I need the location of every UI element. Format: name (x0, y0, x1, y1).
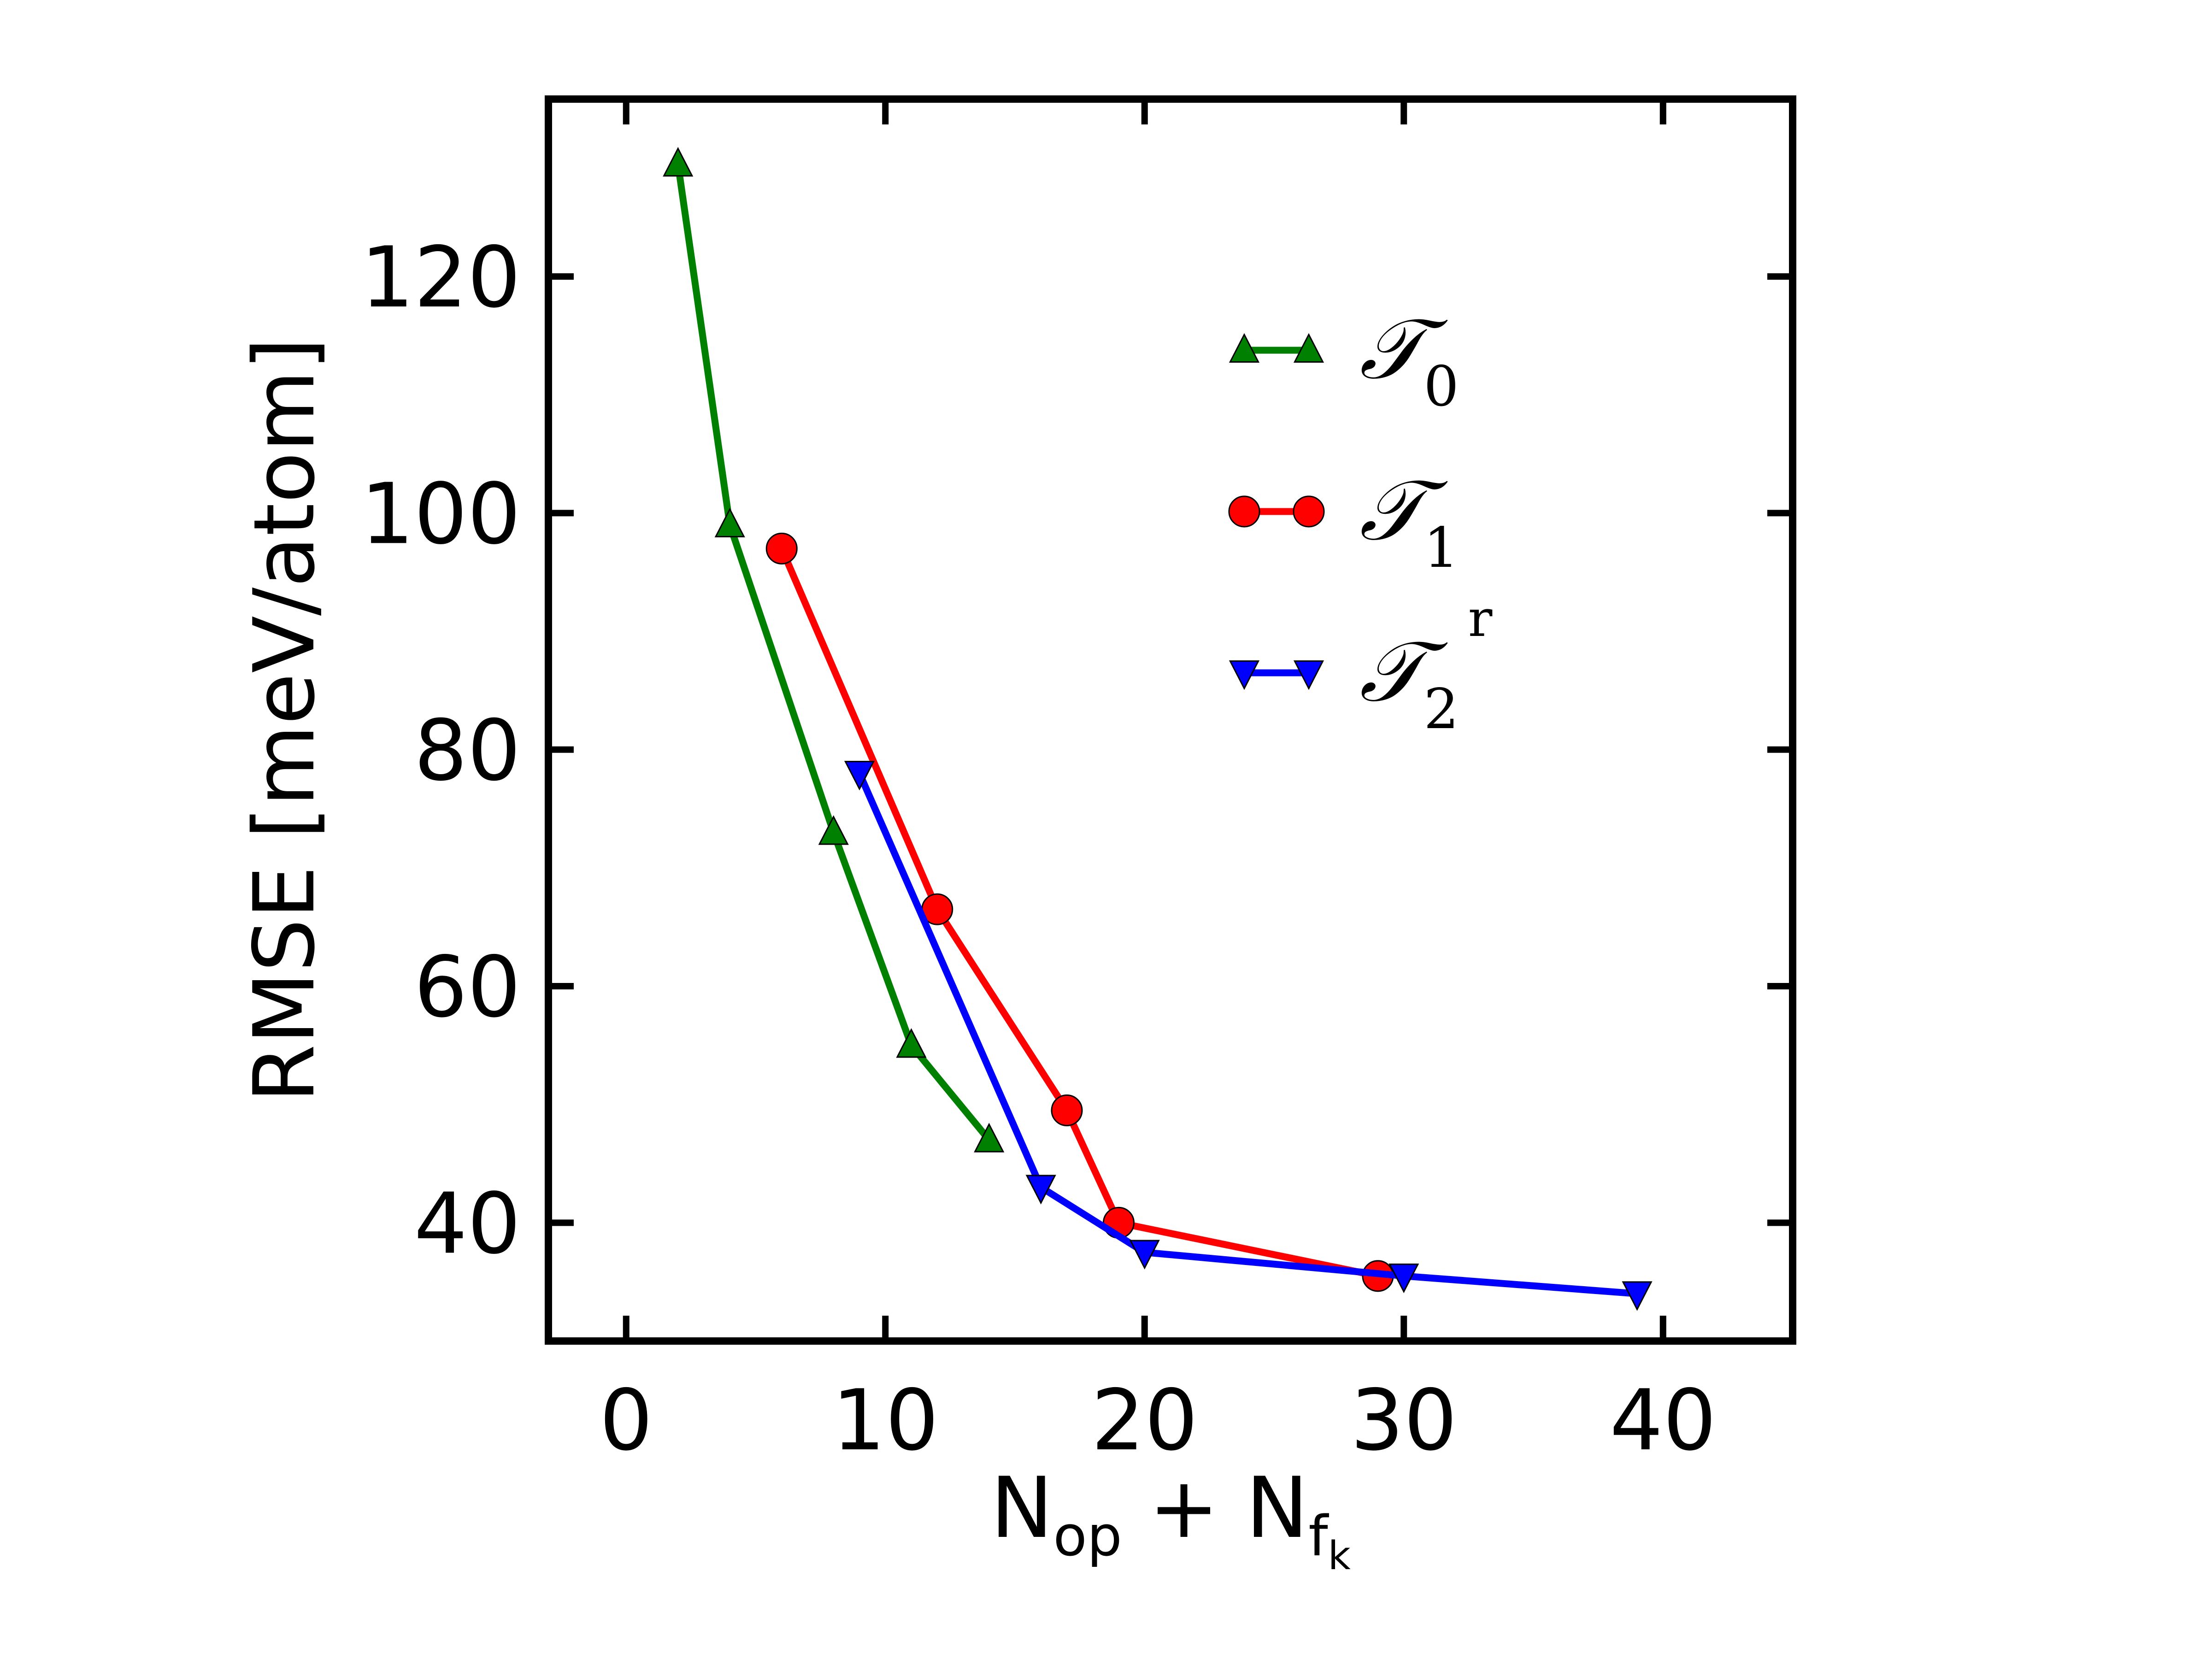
legend-marker-right-t1 (1293, 495, 1325, 528)
y-tick-label: 80 (414, 702, 521, 800)
legend-marker-left-t2r (1229, 660, 1260, 690)
legend-marker-left-t1 (1228, 495, 1260, 528)
plot-marks (663, 147, 1653, 1311)
y-tick-label: 120 (361, 229, 521, 326)
x-label-sub-f: f (1308, 1505, 1329, 1569)
y-tick-label: 100 (361, 465, 521, 563)
data-point-t2r-2 (1129, 1240, 1160, 1270)
legend-subscript: 0 (1424, 355, 1459, 419)
data-point-t0-3 (896, 1028, 927, 1058)
legend-label-t2r: 𝒯2r (1359, 589, 1493, 741)
legend-subscript: 2 (1424, 677, 1459, 741)
y-tick-label: 60 (414, 938, 521, 1036)
x-label-n2: N (1246, 1459, 1308, 1557)
legend-marker-left-t0 (1229, 333, 1260, 363)
legend-superscript: r (1468, 589, 1493, 648)
legend-label-t1: 𝒯1 (1359, 461, 1459, 580)
y-tick-label: 40 (414, 1175, 521, 1272)
data-point-t1-2 (1051, 1094, 1083, 1126)
data-point-t0-1 (714, 507, 745, 537)
data-point-t1-0 (765, 532, 798, 565)
x-tick-label: 10 (832, 1371, 939, 1469)
x-tick-label: 0 (600, 1371, 653, 1469)
legend-subscript: 1 (1424, 516, 1459, 580)
x-label-n1: N (990, 1459, 1053, 1557)
x-label-plus: + (1122, 1459, 1246, 1557)
x-tick-label: 40 (1610, 1371, 1717, 1469)
legend-marker-right-t0 (1293, 333, 1324, 363)
x-label-sub-op: op (1053, 1505, 1122, 1569)
data-point-t0-2 (818, 815, 849, 845)
data-point-t2r-0 (844, 761, 875, 791)
data-point-t2r-3 (1388, 1263, 1419, 1294)
series-line-t0 (674, 164, 992, 1142)
data-point-t0-4 (974, 1123, 1005, 1153)
series-line-t1 (778, 547, 1379, 1280)
x-tick-label: 30 (1350, 1371, 1457, 1469)
data-point-t2r-4 (1622, 1281, 1653, 1311)
x-axis-label: Nop + Nfk (990, 1459, 1351, 1579)
data-point-t2r-1 (1025, 1175, 1056, 1205)
x-tick-label: 20 (1091, 1371, 1198, 1469)
x-label-subsub-k: k (1328, 1533, 1351, 1579)
legend-marker-right-t2r (1293, 660, 1324, 690)
series-line-t2r (856, 771, 1638, 1297)
y-axis-label: RMSE [meV/atom] (235, 337, 333, 1102)
data-point-t0-0 (663, 147, 694, 177)
legend-label-t0: 𝒯0 (1359, 300, 1459, 419)
plot-frame (545, 95, 1796, 1345)
